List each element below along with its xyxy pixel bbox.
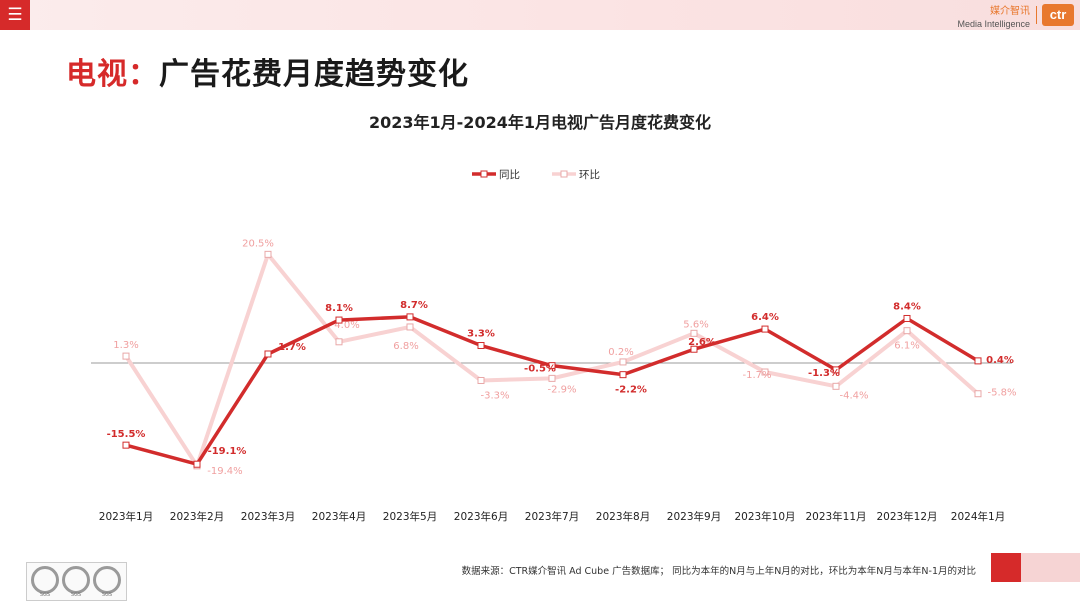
data-point [619,371,627,379]
data-label: 0.2% [608,347,633,358]
x-tick-label: 2023年9月 [667,510,721,523]
certification-seals: SGS SGS SGS [26,562,127,601]
data-label: 8.4% [893,301,921,312]
data-label: -1.7% [742,370,771,381]
x-tick-label: 2023年11月 [805,510,866,523]
data-point [903,314,911,322]
x-tick-label: 2023年4月 [312,510,366,523]
data-label: 20.5% [242,238,274,249]
source-note: 数据来源：CTR媒介智讯 Ad Cube 广告数据库； 同比为本年的N月与上年N… [461,566,976,577]
data-label: 8.1% [325,303,353,314]
x-tick-label: 2023年1月 [99,510,153,523]
brand-en: Media Intelligence [957,19,1030,29]
brand-block: 媒介智讯 Media Intelligence [957,6,1030,30]
data-label: -15.5% [107,429,146,440]
seal-icon [93,566,121,594]
footer-accent-pink [1021,553,1080,582]
data-label: 2.6% [688,337,716,348]
data-label: 6.1% [894,341,919,352]
data-point [406,313,414,321]
x-tick-label: 2023年6月 [454,510,508,523]
data-point [406,323,414,331]
brand-divider [1036,6,1037,24]
data-label: -0.5% [524,364,556,375]
data-point [264,350,272,358]
data-label: -19.4% [207,466,242,477]
data-point [335,338,343,346]
data-point [122,441,130,449]
data-label: -1.3% [808,368,840,379]
footer-accent-red [991,553,1021,582]
seal-label: SGS [39,592,51,598]
legend-marker [480,170,488,178]
brand-cn: 媒介智讯 [990,6,1030,17]
legend-item: 同比 [472,168,520,181]
data-point [548,374,556,382]
data-point [974,390,982,398]
data-point [477,342,485,350]
data-point [832,382,840,390]
page-title-prefix: 电视： [66,57,159,92]
data-point [477,376,485,384]
page-title-main: 广告花费月度趋势变化 [159,57,469,92]
data-label: 1.3% [113,340,138,351]
legend-marker [560,170,568,178]
data-point [335,316,343,324]
data-point [690,345,698,353]
data-label: -2.9% [547,384,576,395]
hamburger-icon: ☰ [7,5,23,25]
seal-icon [31,566,59,594]
data-label: 8.7% [400,300,428,311]
data-point [193,460,201,468]
x-tick-label: 2023年5月 [383,510,437,523]
menu-button[interactable]: ☰ [0,0,30,30]
x-tick-label: 2023年2月 [170,510,224,523]
legend-label: 环比 [579,168,600,181]
data-point [619,358,627,366]
data-point [974,357,982,365]
data-point [122,352,130,360]
data-label: -4.4% [839,390,868,401]
x-tick-label: 2023年12月 [876,510,937,523]
page-title: 电视：广告花费月度趋势变化 [66,49,469,93]
data-point [690,329,698,337]
x-tick-label: 2023年3月 [241,510,295,523]
data-point [903,327,911,335]
data-label: 6.8% [393,341,418,352]
x-tick-label: 2023年8月 [596,510,650,523]
seal-label: SGS [70,592,82,598]
data-point [761,325,769,333]
data-label: 4.0% [334,320,359,331]
data-point [832,366,840,374]
data-label: 0.4% [986,355,1014,366]
x-tick-label: 2024年1月 [951,510,1005,523]
x-tick-label: 2023年7月 [525,510,579,523]
data-point [548,362,556,370]
seal-label: SGS [101,592,113,598]
data-label: -2.2% [615,385,647,396]
data-label: -5.8% [987,388,1016,399]
x-tick-label: 2023年10月 [734,510,795,523]
seal-icon [62,566,90,594]
data-label: 3.3% [467,329,495,340]
data-label: -19.1% [208,446,247,457]
chart-title: 2023年1月-2024年1月电视广告月度花费变化 [369,113,711,132]
top-bar [0,0,1080,30]
line-chart: 2023年1月 2023年2月 2023年3月 2023年4月 2023年5月 2023年… [91,168,1017,523]
data-label: 6.4% [751,312,779,323]
data-label: 1.7% [278,342,306,353]
data-label: 5.6% [683,319,708,330]
legend-item: 环比 [552,168,600,181]
ctr-logo: ctr [1042,4,1074,26]
legend-label: 同比 [499,168,520,181]
data-point [264,250,272,258]
data-label: -3.3% [480,390,509,401]
data-point [761,368,769,376]
